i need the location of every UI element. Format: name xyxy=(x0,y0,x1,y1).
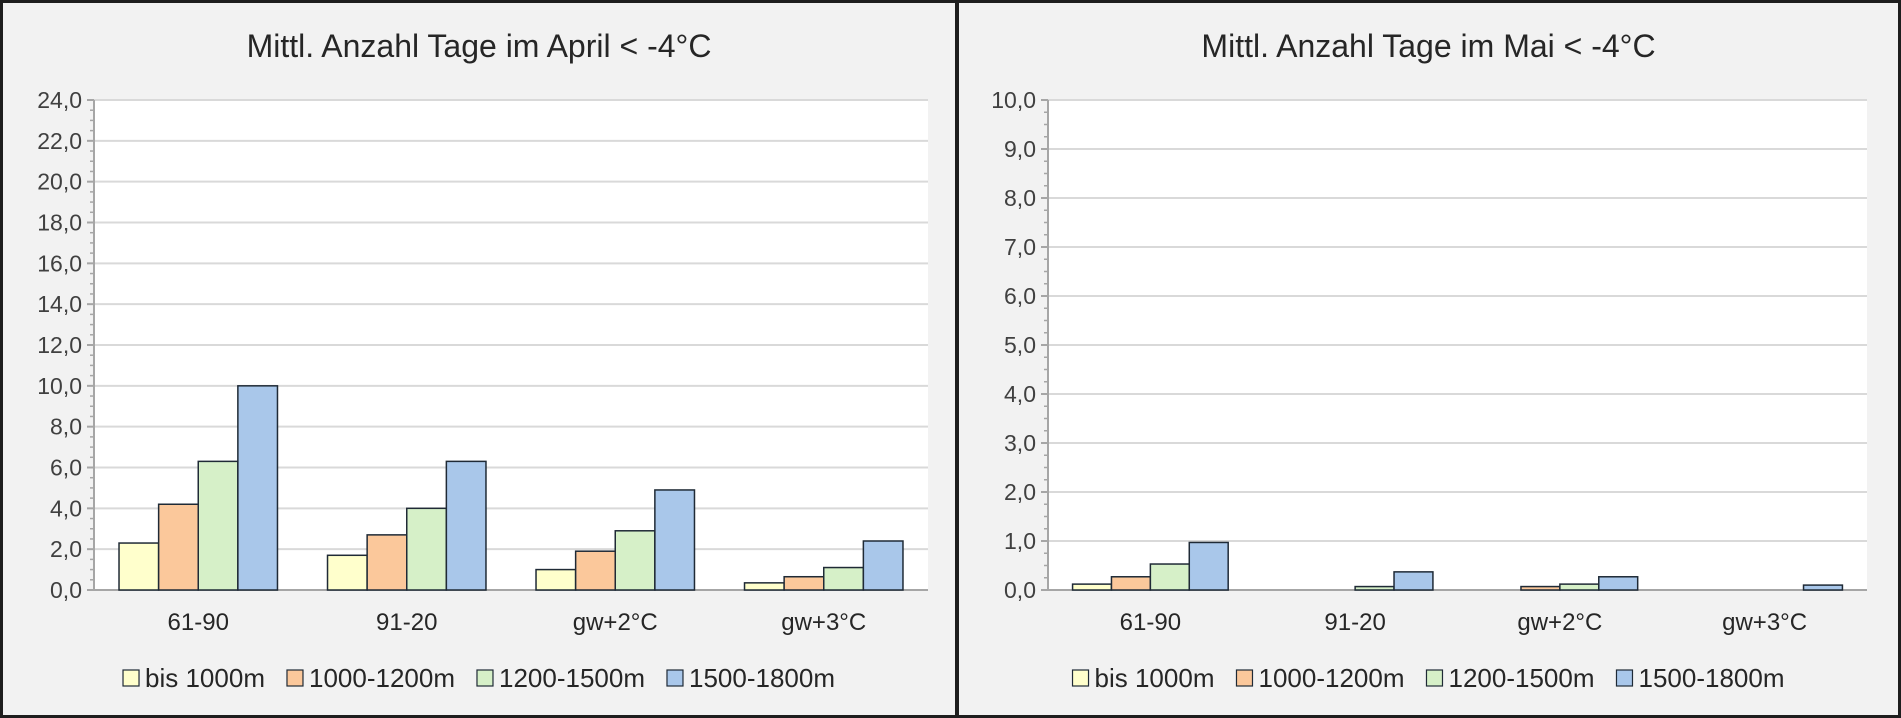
bar xyxy=(1188,541,1229,591)
chart-title: Mittl. Anzahl Tage im April < -4°C xyxy=(247,28,712,64)
x-category-label: 91-20 xyxy=(376,609,437,636)
y-tick-label: 10,0 xyxy=(37,373,82,399)
x-category-label: gw+2°C xyxy=(573,609,658,636)
legend-swatch xyxy=(122,669,140,687)
y-tick-label: 6,0 xyxy=(1004,283,1036,309)
y-tick-label: 22,0 xyxy=(37,128,82,154)
y-tick-label: 0,0 xyxy=(50,577,82,603)
legend: bis 1000m 1000-1200m 1200-1500m 1500-1800m xyxy=(1071,663,1784,693)
y-tick-label: 20,0 xyxy=(37,169,82,195)
bar xyxy=(197,460,239,591)
x-category-label: 61-90 xyxy=(1120,609,1181,636)
legend-swatch xyxy=(1615,669,1634,687)
bar xyxy=(406,507,448,591)
x-category-label: gw+3°C xyxy=(781,609,866,636)
bar xyxy=(614,530,656,591)
bar xyxy=(535,568,577,591)
bar xyxy=(823,566,865,591)
legend-swatch xyxy=(476,669,494,687)
bar xyxy=(1149,563,1191,591)
y-tick-label: 1,0 xyxy=(1004,528,1036,554)
bar xyxy=(157,503,199,591)
y-tick-label: 8,0 xyxy=(50,414,82,440)
legend-label: 1200-1500m xyxy=(499,663,645,693)
bar xyxy=(1071,583,1113,591)
y-tick-label: 6,0 xyxy=(50,455,82,481)
bar xyxy=(1110,576,1152,591)
legend-swatch xyxy=(286,669,304,687)
y-tick-label: 5,0 xyxy=(1004,332,1036,358)
chart-panel-april: Mittl. Anzahl Tage im April < -4°C 0,0 2,0… xyxy=(0,0,958,718)
y-tick-label: 3,0 xyxy=(1004,430,1036,456)
x-category-label: 91-20 xyxy=(1324,609,1385,636)
y-tick-label: 24,0 xyxy=(37,87,82,113)
legend-label: 1200-1500m xyxy=(1448,663,1594,693)
bar xyxy=(237,385,279,591)
y-tick-label: 7,0 xyxy=(1004,234,1036,260)
x-category-label: gw+3°C xyxy=(1722,609,1807,636)
y-tick-label: 2,0 xyxy=(1004,479,1036,505)
bar xyxy=(783,575,825,591)
bar xyxy=(1802,584,1844,591)
legend-swatch xyxy=(1235,669,1254,687)
bar xyxy=(1598,576,1639,591)
bar xyxy=(118,542,160,591)
bar xyxy=(1520,585,1561,591)
x-category-label: 61-90 xyxy=(168,609,229,636)
y-tick-label: 4,0 xyxy=(50,495,82,521)
y-tick-label: 12,0 xyxy=(37,332,82,358)
y-tick-label: 18,0 xyxy=(37,210,82,236)
y-tick-label: 9,0 xyxy=(1004,136,1036,162)
bar xyxy=(1393,571,1434,591)
legend-label: 1000-1200m xyxy=(309,663,455,693)
legend-label: bis 1000m xyxy=(1095,663,1215,693)
y-tick-label: 8,0 xyxy=(1004,185,1036,211)
chart-panel-mai: Mittl. Anzahl Tage im Mai < -4°C 0,0 1,0 2,… xyxy=(956,0,1901,718)
y-tick-label: 0,0 xyxy=(1004,577,1036,603)
bar xyxy=(862,540,904,591)
y-tick-label: 4,0 xyxy=(1004,381,1036,407)
bar xyxy=(326,554,368,591)
chart-april-svg: Mittl. Anzahl Tage im April < -4°C 0,0 2,0… xyxy=(37,28,928,693)
legend-label: bis 1000m xyxy=(145,663,265,693)
y-tick-label: 2,0 xyxy=(50,536,82,562)
x-category-label: gw+2°C xyxy=(1517,609,1602,636)
bar xyxy=(445,460,487,591)
y-tick-label: 16,0 xyxy=(37,250,82,276)
legend-swatch xyxy=(666,669,684,687)
legend: bis 1000m 1000-1200m 1200-1500m 1500-1800m xyxy=(122,663,835,693)
legend-label: 1500-1800m xyxy=(689,663,835,693)
chart-title: Mittl. Anzahl Tage im Mai < -4°C xyxy=(1201,28,1655,64)
bar xyxy=(366,534,408,591)
legend-swatch xyxy=(1071,669,1090,687)
legend-label: 1500-1800m xyxy=(1638,663,1784,693)
bar xyxy=(1354,585,1395,591)
bar xyxy=(743,582,785,591)
legend-swatch xyxy=(1425,669,1444,687)
bar xyxy=(1559,583,1600,591)
chart-mai-svg: Mittl. Anzahl Tage im Mai < -4°C 0,0 1,0 2,… xyxy=(991,28,1867,693)
legend-label: 1000-1200m xyxy=(1258,663,1404,693)
y-tick-label: 10,0 xyxy=(991,87,1036,113)
bar xyxy=(654,489,696,591)
bar xyxy=(574,550,617,591)
y-tick-label: 14,0 xyxy=(37,291,82,317)
